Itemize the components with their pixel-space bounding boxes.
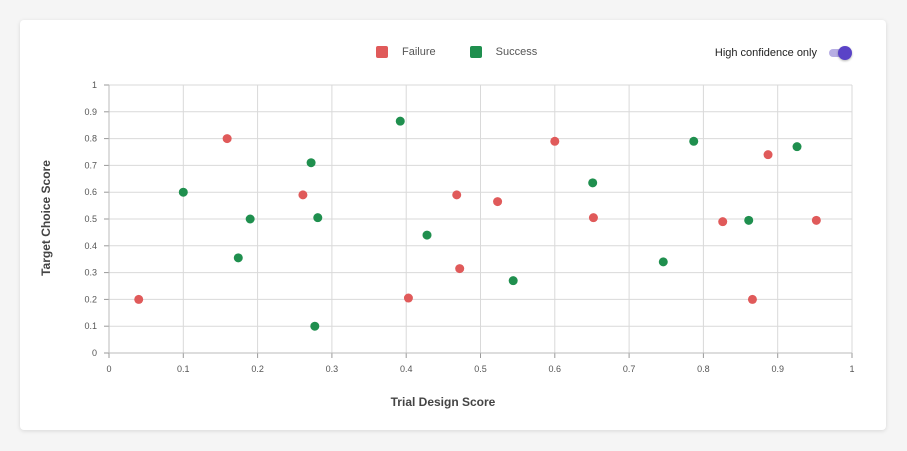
legend-item-failure[interactable]: Failure — [376, 46, 436, 58]
x-axis-ticks: 0 0.1 0.2 0.3 0.4 0.5 0.6 0.7 0.8 0.9 1 — [106, 364, 854, 374]
failure-point[interactable] — [588, 213, 598, 223]
y-tick-label: 0.8 — [84, 134, 97, 144]
high-confidence-toggle[interactable] — [829, 46, 852, 60]
success-point[interactable] — [395, 116, 405, 126]
success-swatch — [469, 46, 482, 58]
success-point[interactable] — [422, 230, 432, 240]
x-tick-label: 0.9 — [771, 364, 784, 374]
chart-card — [20, 20, 886, 430]
data-points — [134, 116, 821, 331]
x-tick-label: 1 — [849, 364, 854, 374]
success-point[interactable] — [658, 257, 668, 267]
failure-point[interactable] — [763, 150, 773, 160]
failure-point[interactable] — [134, 294, 144, 304]
x-tick-label: 0.6 — [549, 364, 562, 374]
toggle-label: High confidence only — [714, 47, 817, 59]
success-point[interactable] — [744, 215, 754, 225]
failure-point[interactable] — [493, 197, 503, 207]
y-tick-label: 0.4 — [84, 241, 97, 251]
failure-swatch — [376, 46, 388, 58]
success-point[interactable] — [689, 136, 699, 146]
failure-point[interactable] — [718, 217, 728, 227]
success-point[interactable] — [792, 142, 802, 152]
y-tick-label: 0 — [92, 348, 97, 358]
y-tick-label: 0.1 — [84, 321, 97, 331]
failure-point[interactable] — [222, 134, 232, 144]
y-tick-label: 0.3 — [84, 268, 97, 278]
success-point[interactable] — [310, 321, 320, 331]
chart-legend: Failure Success — [376, 46, 571, 58]
y-tick-label: 0.7 — [84, 160, 97, 170]
success-point[interactable] — [245, 214, 255, 224]
y-tick-label: 0.6 — [84, 187, 97, 197]
success-point[interactable] — [588, 178, 598, 188]
success-point[interactable] — [178, 187, 188, 197]
x-tick-label: 0.7 — [623, 364, 636, 374]
toggle-knob — [838, 46, 852, 60]
x-tick-label: 0.1 — [177, 364, 190, 374]
success-point[interactable] — [233, 253, 243, 263]
x-tick-label: 0.2 — [251, 364, 264, 374]
y-tick-label: 1 — [92, 80, 97, 90]
y-axis-ticks: 0 0.1 0.2 0.3 0.4 0.5 0.6 0.7 0.8 0.9 1 — [84, 80, 97, 358]
y-tick-label: 0.9 — [84, 107, 97, 117]
x-tick-label: 0.4 — [400, 364, 413, 374]
x-tick-label: 0 — [106, 364, 111, 374]
legend-item-success[interactable]: Success — [469, 46, 538, 58]
failure-point[interactable] — [298, 190, 308, 200]
x-tick-label: 0.8 — [697, 364, 710, 374]
failure-point[interactable] — [747, 294, 757, 304]
high-confidence-filter: High confidence only — [714, 46, 852, 60]
y-axis-title: Target Choice Score — [39, 160, 53, 276]
x-tick-label: 0.3 — [326, 364, 339, 374]
failure-point[interactable] — [455, 264, 465, 274]
y-tick-label: 0.5 — [84, 214, 97, 224]
failure-point[interactable] — [452, 190, 462, 200]
y-tick-label: 0.2 — [84, 294, 97, 304]
failure-point[interactable] — [550, 136, 560, 146]
failure-point[interactable] — [403, 293, 413, 303]
success-point[interactable] — [508, 276, 518, 286]
legend-label-success: Success — [495, 46, 538, 58]
success-point[interactable] — [306, 158, 316, 168]
x-axis-title: Trial Design Score — [391, 395, 496, 409]
success-point[interactable] — [313, 213, 323, 223]
failure-point[interactable] — [811, 215, 821, 225]
x-tick-label: 0.5 — [474, 364, 487, 374]
legend-label-failure: Failure — [402, 46, 436, 58]
grid-lines — [104, 84, 853, 358]
